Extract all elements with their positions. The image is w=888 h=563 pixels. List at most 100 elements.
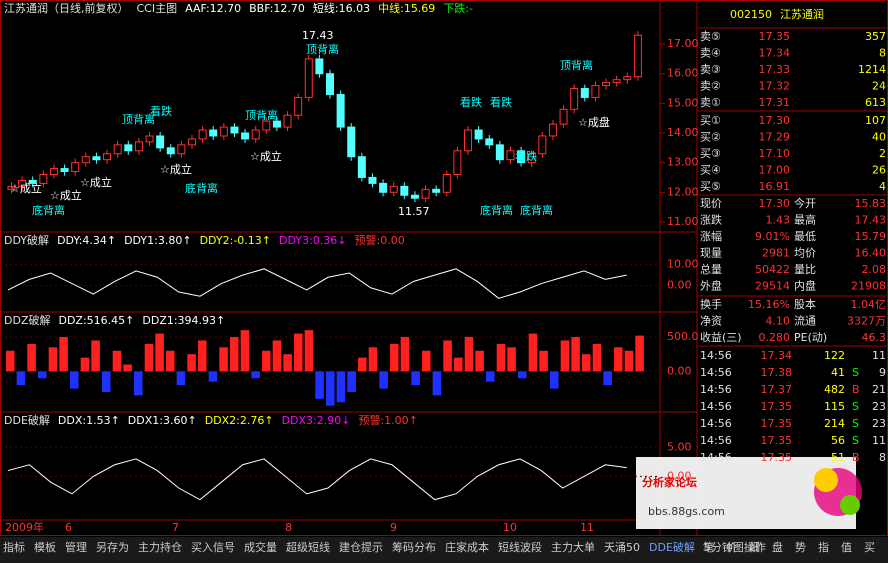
trade-volume: 41 [831, 366, 845, 379]
tab[interactable]: 模板 [34, 540, 56, 554]
trade-side: B [852, 451, 860, 464]
annotation: 17.43 [302, 29, 334, 42]
bar [550, 371, 559, 389]
tab[interactable]: 指标 [3, 540, 25, 554]
book-volume: 107 [865, 114, 886, 127]
book-price: 17.32 [759, 80, 791, 93]
book-label: 卖② [700, 80, 721, 93]
candle [464, 129, 473, 152]
candle [103, 153, 112, 161]
bar [315, 371, 324, 399]
book-label: 卖③ [700, 63, 721, 76]
tab[interactable]: 笔 [703, 540, 714, 554]
tab[interactable]: 主力大单 [551, 540, 595, 554]
book-volume: 40 [872, 131, 886, 144]
candle [548, 123, 557, 137]
tab[interactable]: 5分钟图操作 [704, 540, 766, 554]
tab-bar [0, 537, 888, 563]
book-volume: 2 [879, 147, 886, 160]
bar [27, 343, 36, 372]
book-label: 买② [700, 131, 721, 144]
bar [283, 354, 292, 372]
bar [251, 371, 260, 379]
bar [539, 350, 548, 372]
stat-label: 最高 [794, 213, 816, 227]
tab[interactable]: 价 [726, 541, 737, 554]
bar [123, 364, 132, 372]
tab[interactable]: 天涌50 [604, 541, 640, 554]
candle [28, 179, 37, 184]
annotation: 看跌 [460, 95, 482, 109]
bar [528, 333, 538, 372]
bar [390, 343, 399, 372]
annotation: 底背离 [480, 203, 513, 217]
tab[interactable]: 管理 [65, 540, 87, 554]
bar [219, 347, 228, 372]
tab[interactable]: 建仓提示 [339, 540, 383, 554]
tab[interactable]: 主力持仓 [138, 540, 182, 554]
stat-value: 1.43 [766, 214, 791, 227]
book-label: 买③ [700, 147, 721, 160]
tab[interactable]: 另存为 [96, 540, 129, 554]
trade-count: 23 [872, 417, 886, 430]
stat-value: 46.3 [862, 331, 887, 344]
legend-text: 预警:0.00 [355, 233, 405, 247]
stat-label: 股本 [794, 297, 816, 311]
tab[interactable]: 盘 [772, 540, 783, 554]
bar [304, 330, 314, 372]
tab[interactable]: 短线波段 [498, 540, 542, 554]
stat-value: 15.83 [855, 197, 887, 210]
stat-value: 1.04亿 [851, 298, 887, 311]
stat-label: PE(动) [794, 331, 827, 344]
book-volume: 357 [865, 30, 886, 43]
tab[interactable]: 筹码分布 [392, 540, 436, 554]
x-tick-label: 10 [503, 521, 517, 534]
stat-value: 21908 [851, 280, 886, 293]
stat-value: 0.280 [759, 331, 791, 344]
candle [81, 156, 90, 164]
bar [422, 350, 431, 372]
tab[interactable]: 成交量 [244, 540, 277, 554]
candle [187, 138, 196, 146]
bar [507, 347, 516, 372]
annotation: ☆成立 [250, 149, 282, 163]
book-label: 买⑤ [700, 180, 721, 193]
stat-value: 2981 [762, 247, 790, 260]
tab[interactable]: 细 [749, 541, 760, 554]
trade-side: S [852, 434, 859, 447]
candle [400, 185, 409, 196]
bar [635, 335, 644, 372]
bar [6, 350, 15, 372]
tab[interactable]: 庄家成本 [445, 540, 489, 554]
tab[interactable]: 买 [864, 541, 875, 554]
bar [176, 371, 186, 386]
tab[interactable]: 买入信号 [191, 541, 235, 554]
book-price: 17.34 [759, 47, 791, 60]
tab[interactable]: 势 [795, 541, 806, 554]
legend-text: 中线:15.69 [378, 1, 435, 15]
x-tick-label: 2009年 [5, 520, 44, 534]
tab[interactable]: DDE破解 [649, 540, 695, 554]
candle [368, 176, 377, 184]
candle [166, 147, 175, 155]
y-tick-label: 17.00 [667, 37, 699, 50]
legend-text: DDX1:3.60↑ [128, 414, 197, 427]
bar [112, 350, 122, 372]
candle [559, 108, 568, 125]
stat-label: 量比 [794, 263, 816, 276]
tab[interactable]: 指 [818, 540, 829, 554]
legend-text: DDE破解 [4, 413, 50, 427]
candle [156, 135, 165, 149]
tab[interactable]: 超级短线 [286, 540, 330, 554]
x-tick-label: 8 [285, 521, 292, 534]
annotation: 底背离 [185, 181, 218, 195]
stat-value: 17.30 [759, 197, 791, 210]
candle [538, 135, 547, 155]
book-volume: 4 [879, 180, 886, 193]
annotation: 底背离 [520, 203, 553, 217]
stat-label: 现价 [700, 197, 722, 210]
tab[interactable]: 值 [841, 541, 852, 554]
stat-value: 3327万 [847, 315, 886, 328]
y-tick-label: 13.00 [667, 156, 699, 169]
bar [603, 371, 612, 386]
